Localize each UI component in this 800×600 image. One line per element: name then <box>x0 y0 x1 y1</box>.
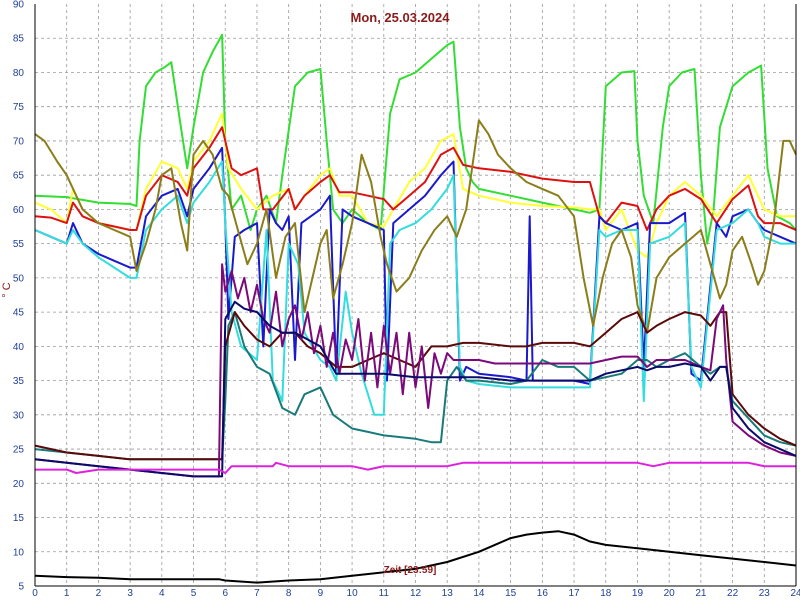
x-tick-label: 19 <box>632 588 644 599</box>
chart-title: Mon, 25.03.2024 <box>351 10 451 25</box>
y-tick-label: 50 <box>13 273 25 284</box>
series-line-10 <box>34 300 797 478</box>
y-tick-label: 40 <box>13 342 25 353</box>
y-tick-label: 60 <box>13 205 25 216</box>
x-tick-label: 13 <box>442 588 454 599</box>
tick-labels: 0 1 2 3 4 5 6 7 8 9 10 11 12 13 14 15 16 17 18 19 20 21 22 23 24… <box>13 0 800 599</box>
x-tick-label: 5 <box>191 588 197 599</box>
x-tick-label: 18 <box>600 588 612 599</box>
x-tick-label: 20 <box>664 588 676 599</box>
x-tick-label: 17 <box>568 588 580 599</box>
y-tick-label: 65 <box>13 171 25 182</box>
x-tick-label: 24 <box>790 588 800 599</box>
y-tick-label: 45 <box>13 308 25 319</box>
axes <box>34 4 797 587</box>
y-tick-label: 70 <box>13 136 25 147</box>
x-tick-label: 12 <box>410 588 422 599</box>
x-tick-label: 2 <box>96 588 102 599</box>
x-tick-label: 21 <box>695 588 707 599</box>
x-tick-label: 6 <box>222 588 228 599</box>
series-line-3 <box>34 126 797 231</box>
y-axis-label: ° C <box>1 282 13 297</box>
y-tick-label: 85 <box>13 34 25 45</box>
y-tick-label: 90 <box>13 0 25 11</box>
y-tick-label: 30 <box>13 410 25 421</box>
x-axis-label: Zeit [23:59] <box>384 565 437 576</box>
y-tick-label: 5 <box>18 582 24 593</box>
y-tick-label: 35 <box>13 376 25 387</box>
x-tick-label: 16 <box>537 588 549 599</box>
y-tick-label: 55 <box>13 239 25 250</box>
x-tick-label: 1 <box>64 588 70 599</box>
series-layer <box>34 33 797 584</box>
x-tick-label: 8 <box>286 588 292 599</box>
series-line-11 <box>35 461 796 474</box>
series-line-7 <box>34 311 797 461</box>
y-tick-label: 10 <box>13 547 25 558</box>
y-tick-label: 20 <box>13 479 25 490</box>
series-line-12 <box>34 530 797 584</box>
series-line-6 <box>34 119 797 334</box>
x-tick-label: 4 <box>159 588 165 599</box>
series-line-4 <box>34 146 797 385</box>
y-tick-label: 25 <box>13 445 25 456</box>
x-tick-label: 11 <box>379 588 390 599</box>
x-tick-label: 14 <box>473 588 485 599</box>
x-tick-label: 9 <box>318 588 324 599</box>
x-tick-label: 3 <box>127 588 133 599</box>
series-line-2 <box>34 112 796 259</box>
x-tick-label: 7 <box>254 588 260 599</box>
x-tick-label: 10 <box>347 588 359 599</box>
x-tick-label: 15 <box>505 588 517 599</box>
y-tick-label: 15 <box>13 513 25 524</box>
x-tick-label: 22 <box>727 588 739 599</box>
y-tick-label: 75 <box>13 102 25 113</box>
series-line-5 <box>34 160 796 416</box>
y-tick-label: 80 <box>13 68 25 79</box>
x-tick-label: 23 <box>759 588 771 599</box>
series-line-1 <box>34 33 797 245</box>
x-tick-label: 0 <box>32 588 38 599</box>
